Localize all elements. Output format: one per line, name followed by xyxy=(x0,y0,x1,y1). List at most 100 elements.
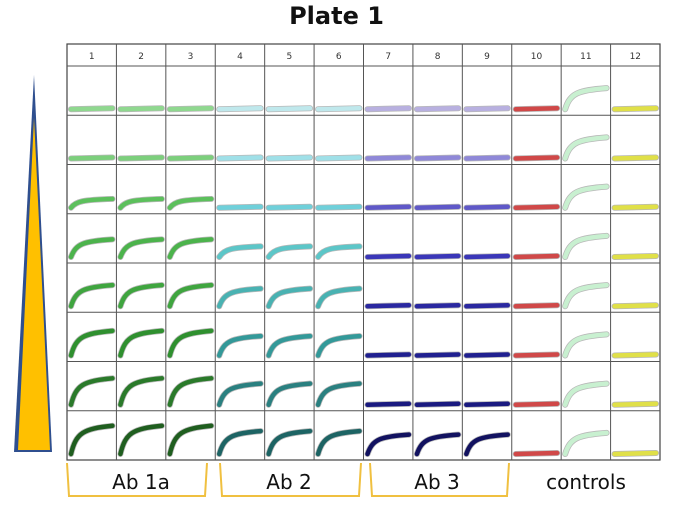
well-curve xyxy=(167,328,214,358)
well-curve xyxy=(217,155,263,161)
well-curve xyxy=(68,237,115,260)
well-curve xyxy=(266,333,313,358)
column-number-7: 7 xyxy=(385,52,391,62)
well-curve xyxy=(414,432,461,457)
well-curve xyxy=(414,106,461,112)
well-curve xyxy=(217,428,263,457)
group-bracket-3 xyxy=(369,462,510,497)
column-number-9: 9 xyxy=(484,52,490,62)
well-curve xyxy=(513,106,560,112)
well-curve xyxy=(266,204,313,210)
group-label-ab1a: Ab 1a xyxy=(112,470,170,494)
well-curve xyxy=(513,450,560,457)
well-curve xyxy=(118,196,165,210)
well-curve xyxy=(562,184,609,210)
well-curve xyxy=(365,432,412,457)
column-number-4: 4 xyxy=(237,52,243,62)
well-curve xyxy=(266,381,313,407)
well-curve xyxy=(315,106,362,112)
well-curve xyxy=(365,303,412,309)
well-curve xyxy=(118,423,165,457)
well-curve xyxy=(118,155,165,161)
well-curve xyxy=(414,155,461,161)
well-curve xyxy=(315,428,362,457)
well-curve xyxy=(315,204,362,210)
well-curve xyxy=(612,253,659,260)
well-curve xyxy=(612,352,659,358)
well-curve xyxy=(118,237,165,260)
column-number-11: 11 xyxy=(580,52,591,62)
column-number-3: 3 xyxy=(188,52,194,62)
well-curve xyxy=(562,85,609,112)
column-number-5: 5 xyxy=(287,52,293,62)
well-curve xyxy=(414,303,461,309)
plate-title: Plate 1 xyxy=(289,2,384,30)
well-curve xyxy=(513,303,560,309)
well-curve xyxy=(513,204,560,210)
well-curve xyxy=(315,286,362,309)
well-curve xyxy=(68,196,115,210)
group-bracket-2 xyxy=(219,462,362,497)
well-curve xyxy=(118,282,165,309)
well-curve xyxy=(464,432,510,457)
well-curve xyxy=(513,155,560,161)
well-curve xyxy=(365,253,412,260)
group-label-controls: controls xyxy=(546,470,626,494)
well-curve xyxy=(167,376,214,407)
well-curve xyxy=(365,155,412,161)
well-curve xyxy=(68,328,115,358)
gradient-triangle xyxy=(18,118,50,450)
well-curve xyxy=(217,204,263,210)
column-number-6: 6 xyxy=(336,52,342,62)
well-curve xyxy=(217,286,263,309)
well-curve xyxy=(315,244,362,260)
well-curve xyxy=(315,381,362,407)
column-number-2: 2 xyxy=(138,52,144,62)
well-curve xyxy=(612,303,659,309)
well-curve xyxy=(513,352,560,358)
well-curve xyxy=(266,244,313,260)
well-curve xyxy=(464,303,510,309)
well-curve xyxy=(513,253,560,260)
well-curve xyxy=(464,352,510,358)
well-curve xyxy=(217,106,263,112)
well-curve xyxy=(266,106,313,112)
column-number-8: 8 xyxy=(435,52,441,62)
well-curve xyxy=(266,155,313,161)
well-curve xyxy=(167,237,214,260)
well-curve xyxy=(562,332,609,358)
well-curve xyxy=(68,282,115,309)
well-curve xyxy=(365,204,412,210)
well-curve xyxy=(464,401,510,407)
column-number-1: 1 xyxy=(89,52,95,62)
well-curve xyxy=(68,376,115,407)
well-curve xyxy=(118,376,165,407)
well-curve xyxy=(414,352,461,358)
well-curve xyxy=(562,282,609,309)
well-curve xyxy=(167,423,214,457)
well-curve xyxy=(414,401,461,407)
well-curve xyxy=(464,155,510,161)
column-number-12: 12 xyxy=(630,52,641,62)
well-curve xyxy=(414,253,461,260)
well-curve xyxy=(118,328,165,358)
well-curve xyxy=(68,423,115,457)
well-curve xyxy=(562,381,609,407)
well-curve xyxy=(217,381,263,407)
well-curve xyxy=(365,401,412,407)
well-curve xyxy=(167,155,214,161)
well-curve xyxy=(464,204,510,210)
well-curve xyxy=(612,155,659,161)
well-curve xyxy=(612,450,659,457)
group-bracket-1 xyxy=(66,462,208,497)
well-curve xyxy=(266,286,313,309)
well-curve xyxy=(562,430,609,457)
well-curve xyxy=(315,155,362,161)
well-curve xyxy=(612,204,659,210)
column-number-10: 10 xyxy=(531,52,543,62)
well-curve xyxy=(464,106,510,112)
well-curve xyxy=(315,333,362,358)
well-curve xyxy=(365,106,412,112)
well-curve xyxy=(167,282,214,309)
